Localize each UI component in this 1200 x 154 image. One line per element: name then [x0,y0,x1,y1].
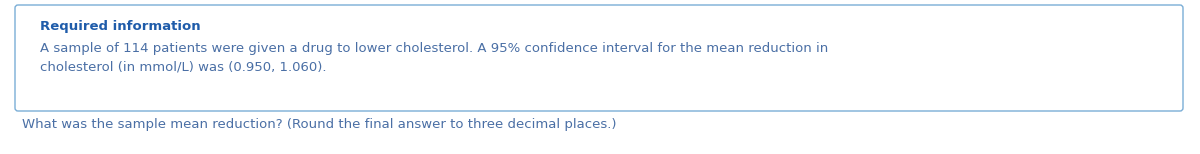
Text: cholesterol (in mmol/L) was (0.950, 1.060).: cholesterol (in mmol/L) was (0.950, 1.06… [40,60,326,73]
Text: Required information: Required information [40,20,200,33]
Text: A sample of 114 patients were given a drug to lower cholesterol. A 95% confidenc: A sample of 114 patients were given a dr… [40,42,828,55]
Text: What was the sample mean reduction? (Round the final answer to three decimal pla: What was the sample mean reduction? (Rou… [22,118,617,131]
FancyBboxPatch shape [14,5,1183,111]
